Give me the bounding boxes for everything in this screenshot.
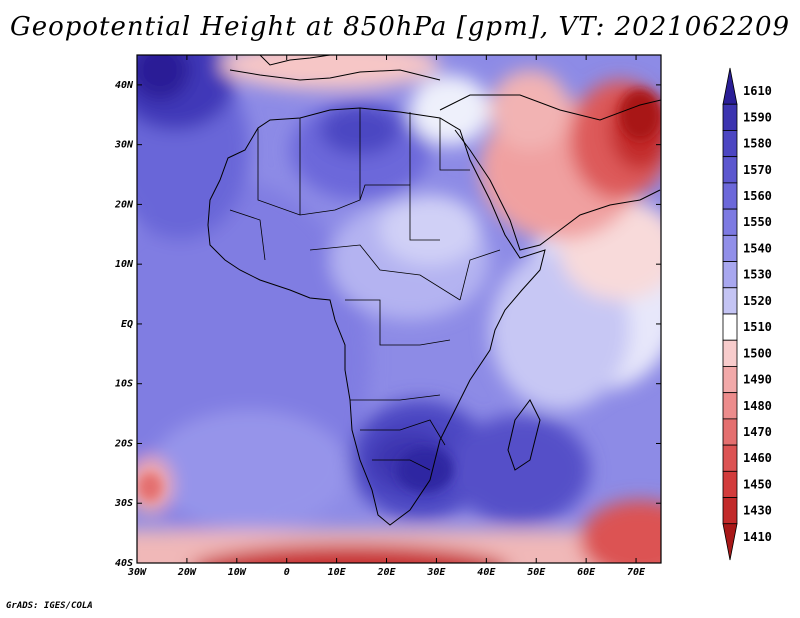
color-legend: 1610 1590 1580 1570 1560 1550 1540 1530 1520 1510… — [722, 67, 772, 561]
lon-tick-label: 60E — [577, 567, 596, 578]
latitude-axis: 40N 30N 20N 10N EQ 10S 20S 30S 40S — [114, 80, 661, 569]
lat-tick-label: 20S — [114, 438, 133, 449]
lat-tick-label: 10S — [115, 379, 133, 390]
colorbar-label: 1430 — [743, 504, 772, 518]
colorbar-label: 1500 — [743, 346, 772, 360]
grads-credit: GrADS: IGES/COLA — [6, 601, 93, 611]
colorbar-label: 1490 — [743, 373, 772, 387]
colorbar-label: 1480 — [743, 399, 772, 413]
colorbar-label: 1510 — [743, 320, 772, 334]
colorbar-label: 1580 — [743, 137, 772, 151]
colorbar-swatch — [722, 366, 738, 394]
colorbar-label: 1410 — [743, 530, 772, 544]
lon-tick-label: 20W — [177, 567, 197, 578]
colorbar-swatch — [722, 313, 738, 341]
colorbar-label: 1470 — [743, 425, 772, 439]
lat-tick-label: 30N — [114, 140, 134, 151]
map-title: Geopotential Height at 850hPa [gpm], VT:… — [9, 12, 791, 42]
colorbar-swatch — [722, 130, 738, 158]
colorbar-label: 1590 — [743, 110, 772, 124]
height-field — [137, 55, 661, 563]
colorbar-label: 1540 — [743, 241, 772, 255]
colorbar-swatch — [722, 287, 738, 315]
lat-tick-label: 40S — [115, 558, 133, 569]
colorbar-swatch — [722, 208, 738, 236]
colorbar-swatch — [722, 418, 738, 446]
colorbar-swatch — [722, 392, 738, 420]
colorbar-label: 1520 — [743, 294, 772, 308]
lon-tick-label: 70E — [627, 567, 646, 578]
lon-tick-label: 40E — [477, 567, 496, 578]
lon-tick-label: 10W — [228, 567, 247, 578]
colorbar-label: 1550 — [743, 215, 772, 229]
lat-tick-label: 30S — [114, 498, 133, 509]
colorbar-label: 1450 — [743, 477, 772, 491]
colorbar-swatch — [722, 497, 738, 525]
lat-tick-label: EQ — [121, 319, 133, 330]
colorbar-swatch — [722, 523, 738, 561]
plot-frame — [136, 54, 662, 564]
lon-tick-label: 30E — [426, 567, 446, 578]
colorbar-label: 1570 — [743, 163, 772, 177]
colorbar-swatch — [722, 339, 738, 367]
colorbar-swatch — [722, 67, 738, 105]
country-borders — [229, 108, 501, 471]
longitude-axis: 30W 20W 10W 0 10E 20E 30E 40E 50E 60E 70E — [127, 55, 646, 578]
colorbar-swatch — [722, 444, 738, 472]
colorbar-label: 1530 — [743, 268, 772, 282]
lat-tick-label: 40N — [115, 80, 134, 91]
colorbar-swatch — [722, 156, 738, 184]
lat-tick-label: 10N — [115, 259, 134, 270]
colorbar-swatch — [722, 182, 738, 210]
lon-tick-label: 30W — [127, 567, 147, 578]
lon-tick-label: 0 — [284, 567, 290, 578]
lat-tick-label: 20N — [114, 199, 134, 210]
colorbar-label: 1610 — [743, 84, 772, 98]
lon-tick-label: 10E — [328, 567, 347, 578]
colorbar-swatch — [722, 470, 738, 498]
coastlines — [207, 55, 661, 526]
colorbar-swatch — [722, 234, 738, 262]
lon-tick-label: 50E — [527, 567, 546, 578]
colorbar-swatch — [722, 103, 738, 131]
lon-tick-label: 20E — [376, 567, 396, 578]
colorbar-swatch — [722, 261, 738, 289]
colorbar-label: 1560 — [743, 189, 772, 203]
colorbar-label: 1460 — [743, 451, 772, 465]
